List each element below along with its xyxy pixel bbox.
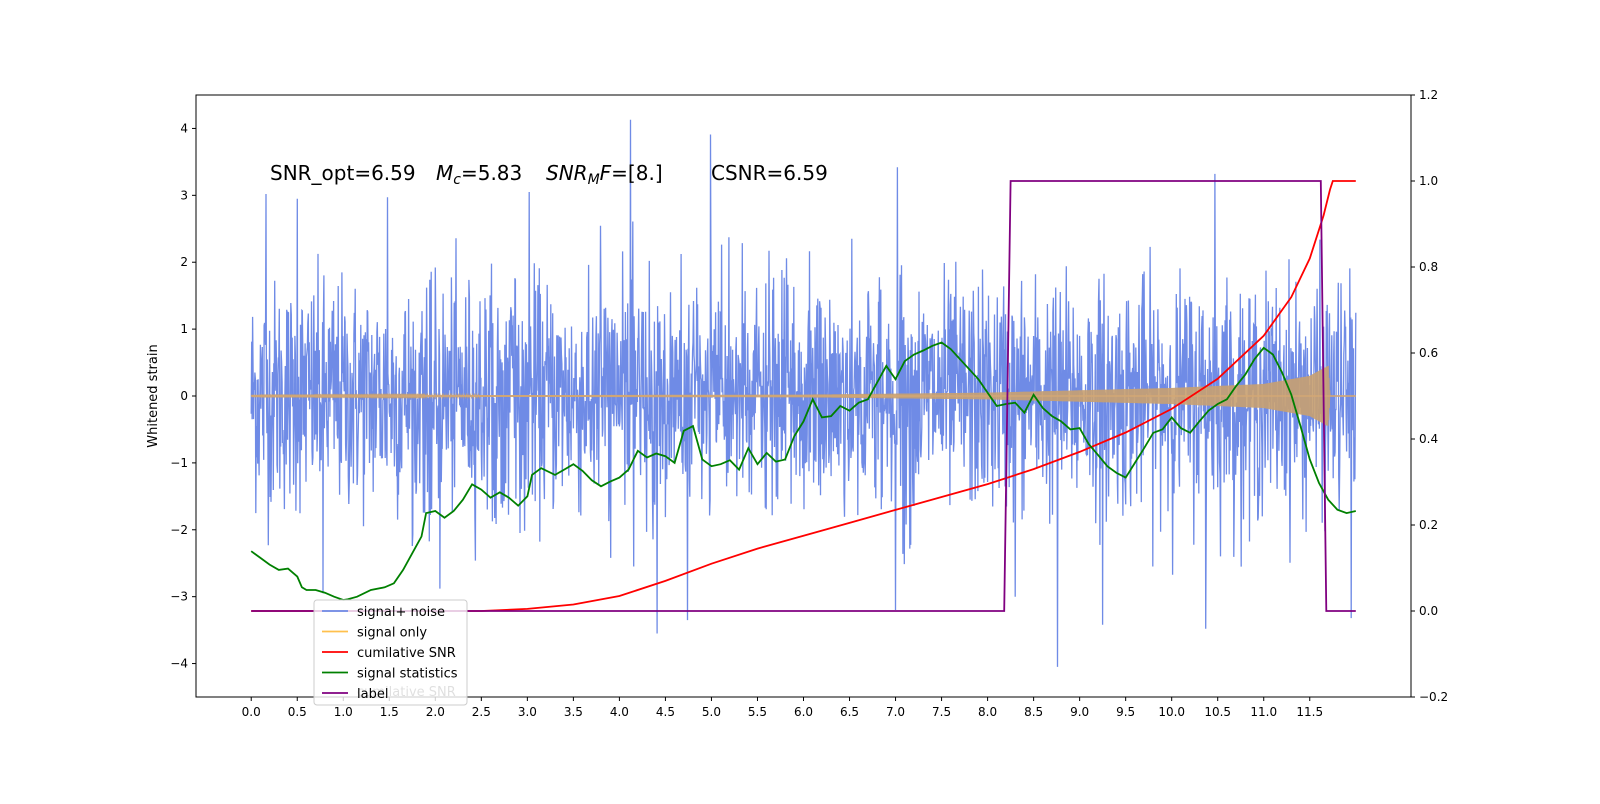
- y-right-tick-label: 0.6: [1419, 346, 1438, 360]
- series-signal-noise: [250, 119, 1357, 667]
- x-tick-label: 8.0: [978, 705, 997, 719]
- y-left-tick-label: 3: [180, 188, 188, 202]
- y-left-tick-label: 4: [180, 121, 188, 135]
- x-tick-label: 9.5: [1116, 705, 1135, 719]
- annotation-snrmf-var: SNR: [546, 161, 588, 185]
- axis-ticks: 0.0 0.5 1.0 1.5 2.0 2.5 3.0 3.5 4.0 4.5 5.0 5.5 6.0 6…: [170, 88, 1448, 719]
- annotation-mc-sub: c: [453, 172, 461, 188]
- legend-label-signal-noise: signal+ noise: [357, 605, 445, 620]
- annotation-mc-var: M: [436, 161, 453, 185]
- annotation-snrmf-val: =[8.]: [611, 161, 662, 185]
- y-right-tick-label: 1.2: [1419, 88, 1438, 102]
- annotation-snrmf-sub: M: [588, 172, 600, 188]
- x-tick-label: 2.0: [426, 705, 445, 719]
- plot-data-layer: [250, 119, 1357, 667]
- y-left-tick-label: −1: [170, 456, 188, 470]
- series-signal-statistics: [250, 341, 1357, 601]
- x-tick-label: 7.0: [886, 705, 905, 719]
- y-left-tick-label: −2: [170, 523, 188, 537]
- x-tick-label: 11.0: [1250, 705, 1277, 719]
- chart-legend: cumilative SNR signal+ noise signal only c…: [313, 599, 468, 706]
- x-tick-label: 4.5: [656, 705, 675, 719]
- snr-annotation: SNR_opt=6.59 Mc=5.83 SNRMF=[8.] CSNR=6.5…: [270, 161, 828, 188]
- x-tick-label: 10.5: [1204, 705, 1231, 719]
- y-left-tick-label: 2: [180, 255, 188, 269]
- x-tick-label: 5.0: [702, 705, 721, 719]
- y-right-tick-label: 0.2: [1419, 518, 1438, 532]
- annotation-csnr: CSNR=6.59: [711, 161, 828, 185]
- x-tick-label: 7.5: [932, 705, 951, 719]
- legend-box: [313, 599, 468, 706]
- y-left-tick-label: −3: [170, 590, 188, 604]
- y-right-tick-label: 0.0: [1419, 604, 1438, 618]
- annotation-snrmf-f: F: [600, 161, 612, 185]
- y-left-tick-label: 0: [180, 389, 188, 403]
- y-right-tick-label: −0.2: [1419, 690, 1448, 704]
- y-left-tick-label: −4: [170, 657, 188, 671]
- x-tick-label: 3.0: [518, 705, 537, 719]
- x-tick-label: 9.0: [1070, 705, 1089, 719]
- y-right-tick-label: 1.0: [1419, 174, 1438, 188]
- x-tick-label: 2.5: [472, 705, 491, 719]
- x-tick-label: 6.0: [794, 705, 813, 719]
- x-tick-label: 0.0: [242, 705, 261, 719]
- legend-label-signal-statistics: signal statistics: [357, 667, 458, 682]
- x-tick-label: 1.0: [334, 705, 353, 719]
- x-tick-label: 10.0: [1158, 705, 1185, 719]
- series-cumilative-snr: [251, 180, 1356, 612]
- legend-label-signal-only: signal only: [357, 626, 427, 641]
- x-tick-label: 11.5: [1296, 705, 1323, 719]
- x-tick-label: 5.5: [748, 705, 767, 719]
- x-tick-label: 0.5: [288, 705, 307, 719]
- y-left-tick-label: 1: [180, 322, 188, 336]
- x-tick-label: 8.5: [1024, 705, 1043, 719]
- legend-label-label: label: [357, 687, 388, 702]
- x-tick-label: 3.5: [564, 705, 583, 719]
- x-tick-label: 1.5: [380, 705, 399, 719]
- annotation-mc: Mc=5.83: [436, 161, 522, 188]
- series-label: [251, 180, 1356, 612]
- y-right-tick-label: 0.8: [1419, 260, 1438, 274]
- legend-label-cumilative-snr: cumilative SNR: [357, 646, 456, 661]
- annotation-mc-val: =5.83: [461, 161, 522, 185]
- y-axis-label: Whitened strain: [146, 344, 161, 447]
- y-right-tick-label: 0.4: [1419, 432, 1438, 446]
- legend-ghost-text: cumilative SNR: [357, 685, 456, 700]
- x-tick-label: 6.5: [840, 705, 859, 719]
- x-tick-label: 4.0: [610, 705, 629, 719]
- annotation-snr-opt: SNR_opt=6.59: [270, 161, 416, 185]
- annotation-snr-mf: SNRMF=[8.]: [546, 161, 663, 188]
